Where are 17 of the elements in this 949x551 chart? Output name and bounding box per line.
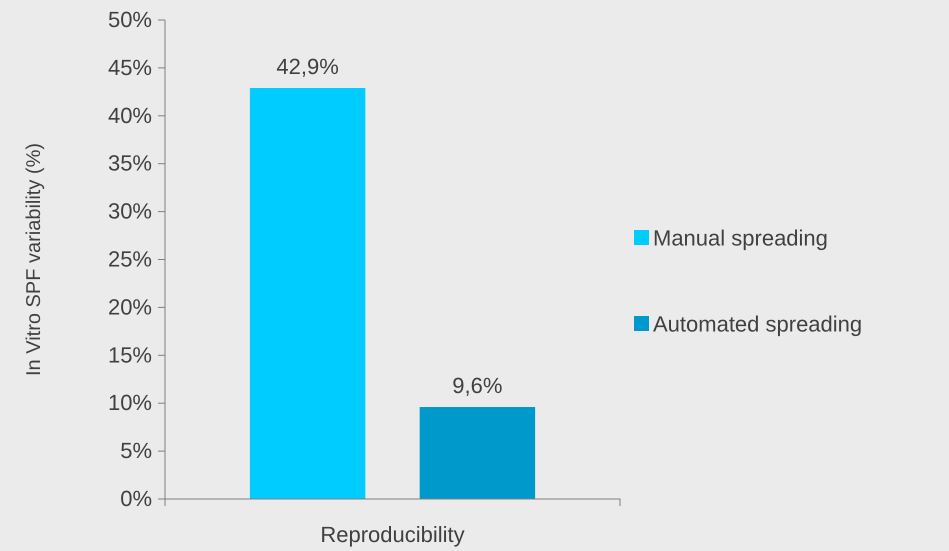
y-tick-label: 30%: [108, 198, 152, 224]
x-axis-title: Reproducibility: [320, 522, 465, 547]
y-tick-label: 10%: [108, 390, 152, 416]
y-tick-label: 40%: [108, 102, 152, 128]
y-tick-label: 15%: [108, 342, 152, 368]
y-tick-label: 0%: [120, 486, 152, 512]
y-tick-label: 25%: [108, 246, 152, 272]
data-label: 9,6%: [452, 373, 502, 398]
y-tick-label: 45%: [108, 54, 152, 80]
y-tick-label: 35%: [108, 150, 152, 176]
y-tick-label: 5%: [120, 438, 152, 464]
y-tick-label: 20%: [108, 294, 152, 320]
y-axis-title: In Vitro SPF variability (%): [23, 142, 45, 376]
y-tick-label: 50%: [108, 7, 152, 32]
legend-label: Automated spreading: [653, 312, 862, 337]
legend-label: Manual spreading: [653, 226, 828, 251]
data-label: 42,9%: [276, 54, 339, 80]
